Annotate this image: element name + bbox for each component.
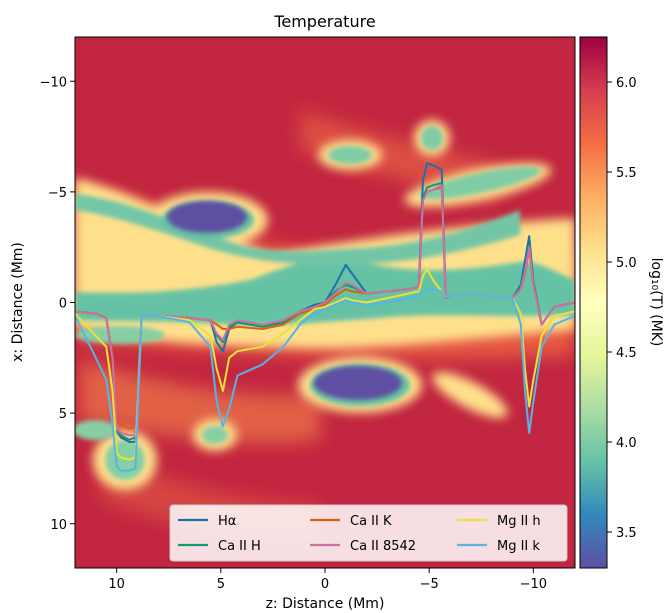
x-tick-label: −10 [520, 577, 547, 592]
colorbar-tick-label: 5.5 [616, 166, 637, 181]
heatmap [75, 37, 575, 568]
colorbar: 3.5 4.0 4.5 5.0 5.5 6.0 log₁₀(T) (MK) [579, 36, 664, 569]
colorbar-tick-label: 4.5 [616, 346, 637, 361]
x-axis-ticks: 10 5 0 −5 −10 [108, 568, 547, 592]
series-line-5 [75, 288, 575, 472]
colorbar-tick-label: 6.0 [616, 76, 637, 91]
legend-label-3: Ca II 8542 [350, 539, 416, 554]
legend-label-1: Ca II H [218, 539, 261, 554]
y-axis-ticks: −10 −5 0 5 10 [40, 75, 75, 533]
line-series [75, 162, 575, 472]
legend: Hα Ca II H Ca II K Ca II 8542 Mg II h Mg II k [169, 504, 568, 562]
x-axis-label: z: Distance (Mm) [266, 596, 385, 612]
colorbar-tick-label: 4.0 [616, 436, 637, 451]
y-tick-label: 0 [59, 297, 67, 312]
colorbar-tick-label: 3.5 [616, 526, 637, 541]
y-axis-label: x: Distance (Mm) [10, 242, 26, 362]
chart-title: Temperature [273, 12, 375, 31]
heatmap-cold-pockets [167, 201, 402, 400]
colorbar-tick-label: 5.0 [616, 256, 637, 271]
legend-label-4: Mg II h [497, 514, 541, 529]
y-tick-label: 5 [59, 407, 67, 422]
y-tick-label: −10 [40, 75, 67, 90]
colorbar-gradient [579, 36, 608, 569]
legend-label-5: Mg II k [497, 539, 540, 554]
colorbar-label: log₁₀(T) (MK) [648, 258, 664, 347]
colorbar-ticks: 3.5 4.0 4.5 5.0 5.5 6.0 [607, 76, 637, 541]
x-tick-label: 10 [108, 577, 125, 592]
y-tick-label: −5 [48, 186, 67, 201]
legend-label-2: Ca II K [350, 514, 392, 529]
legend-label-0: Hα [218, 514, 236, 529]
x-tick-label: 0 [321, 577, 329, 592]
x-tick-label: −5 [420, 577, 439, 592]
y-tick-label: 10 [50, 518, 67, 533]
x-tick-label: 5 [217, 577, 225, 592]
